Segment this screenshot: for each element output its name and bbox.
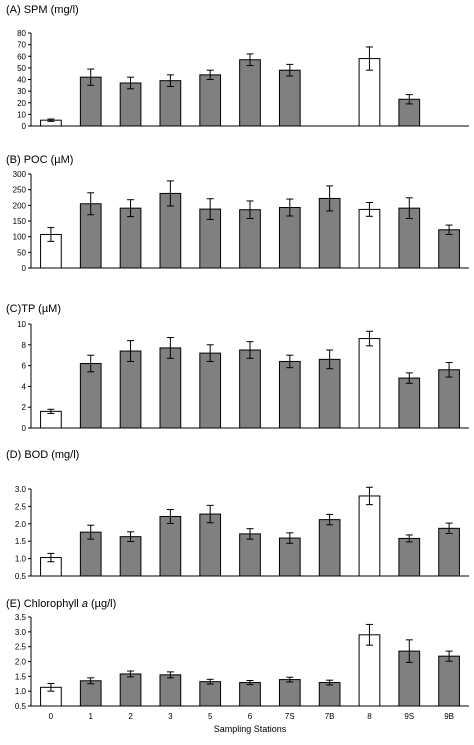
bar-2 (119, 673, 142, 707)
bar-3 (159, 674, 182, 707)
x-tick-label: 5 (208, 712, 213, 721)
bar-7S (278, 207, 301, 269)
bar-9B (438, 229, 460, 269)
y-tick-label: 10 (17, 110, 26, 119)
y-tick-label: 60 (17, 52, 26, 61)
y-tick-label: 80 (17, 29, 26, 38)
y-tick-label: 0.5 (15, 702, 27, 711)
y-tick-label: 2.5 (15, 502, 27, 511)
bar-8 (358, 495, 381, 577)
y-tick-label: 50 (17, 248, 26, 257)
y-tick-label: 3.0 (15, 628, 27, 637)
bar-7B (318, 358, 341, 429)
bar-5 (199, 513, 222, 577)
chart-title: (B) POC (µM) (6, 154, 73, 166)
x-tick-label: 0 (49, 712, 54, 721)
bar-2 (119, 207, 142, 269)
bar-7B (318, 519, 341, 577)
bar-1 (79, 363, 102, 429)
bar-7S (278, 679, 301, 707)
bar-6 (239, 533, 261, 577)
y-tick-label: 150 (13, 217, 27, 226)
x-tick-label: 7B (325, 712, 335, 721)
bar-3 (159, 515, 182, 577)
chart-panel-1: (B) POC (µM) 0 50 100 150 200 250 300 (6, 154, 469, 273)
y-tick-label: 40 (17, 76, 26, 85)
chart-panel-4: (E) Chlorophyll a (µg/l) 0.5 1.0 1.5 2.0 2.5 3… (6, 598, 469, 711)
y-tick-label: 2.0 (15, 520, 27, 529)
bar-5 (199, 352, 222, 429)
bar-6 (239, 59, 261, 127)
chart-panel-3: (D) BOD (mg/l) 0.5 1.0 1.5 2.0 2.5 3.0 (6, 449, 469, 581)
bar-2 (119, 536, 142, 577)
x-tick-label: 7S (285, 712, 295, 721)
y-tick-label: 0 (22, 264, 27, 273)
y-tick-label: 1.0 (15, 687, 27, 696)
y-tick-label: 300 (13, 170, 27, 179)
x-tick-label: 8 (367, 712, 372, 721)
bar-9B (438, 527, 460, 577)
y-tick-label: 2.0 (15, 658, 27, 667)
y-tick-label: 1.0 (15, 555, 27, 564)
bar-7S (278, 360, 301, 429)
bar-3 (159, 347, 182, 429)
bar-9S (398, 377, 421, 429)
bar-6 (239, 682, 261, 707)
x-tick-label: 6 (248, 712, 253, 721)
x-tick-label: 9B (444, 712, 454, 721)
x-tick-label: 2 (128, 712, 133, 721)
bar-1 (79, 680, 102, 707)
bar-3 (159, 80, 182, 127)
y-tick-label: 0 (22, 424, 27, 433)
chart-title: (C)TP (µM) (6, 303, 61, 315)
chart-panel-0: (A) SPM (mg/l) 0 10 20 30 40 50 60 70 80 (6, 4, 469, 131)
y-tick-label: 30 (17, 87, 26, 96)
y-tick-label: 200 (13, 201, 27, 210)
y-tick-label: 1.5 (15, 537, 27, 546)
bar-7B (318, 682, 341, 707)
x-axis-title: Sampling Stations (214, 724, 287, 734)
y-tick-label: 1.5 (15, 672, 27, 681)
x-tick-label: 3 (168, 712, 173, 721)
y-tick-label: 0.5 (15, 572, 27, 581)
bar-9B (438, 655, 460, 707)
y-tick-label: 250 (13, 186, 27, 195)
bar-7S (278, 69, 301, 127)
y-tick-label: 4 (22, 382, 27, 391)
y-tick-label: 50 (17, 64, 26, 73)
bar-2 (119, 82, 142, 127)
chart-title: (A) SPM (mg/l) (6, 4, 79, 16)
chart-title: (D) BOD (mg/l) (6, 449, 79, 461)
bar-2 (119, 350, 142, 429)
y-tick-label: 2.5 (15, 643, 27, 652)
bar-6 (239, 349, 261, 429)
y-tick-label: 0 (22, 122, 27, 131)
chart-panel-2: (C)TP (µM) 0 2 4 6 8 10 (6, 303, 469, 433)
bar-9B (438, 369, 460, 429)
y-tick-label: 8 (22, 341, 27, 350)
bar-5 (199, 74, 222, 127)
chart-title: (E) Chlorophyll a (µg/l) (6, 598, 116, 610)
y-tick-label: 3.0 (15, 485, 27, 494)
bar-5 (199, 681, 222, 707)
x-tick-label: 1 (89, 712, 94, 721)
x-tick-label: 9S (404, 712, 414, 721)
y-tick-label: 2 (22, 403, 27, 412)
y-tick-label: 100 (13, 233, 27, 242)
y-tick-label: 3.5 (15, 613, 27, 622)
y-tick-label: 10 (17, 320, 26, 329)
y-tick-label: 70 (17, 41, 26, 50)
bar-8 (358, 338, 381, 429)
y-tick-label: 6 (22, 362, 27, 371)
bar-9S (398, 537, 421, 577)
y-tick-label: 20 (17, 99, 26, 108)
bar-8 (358, 208, 381, 269)
